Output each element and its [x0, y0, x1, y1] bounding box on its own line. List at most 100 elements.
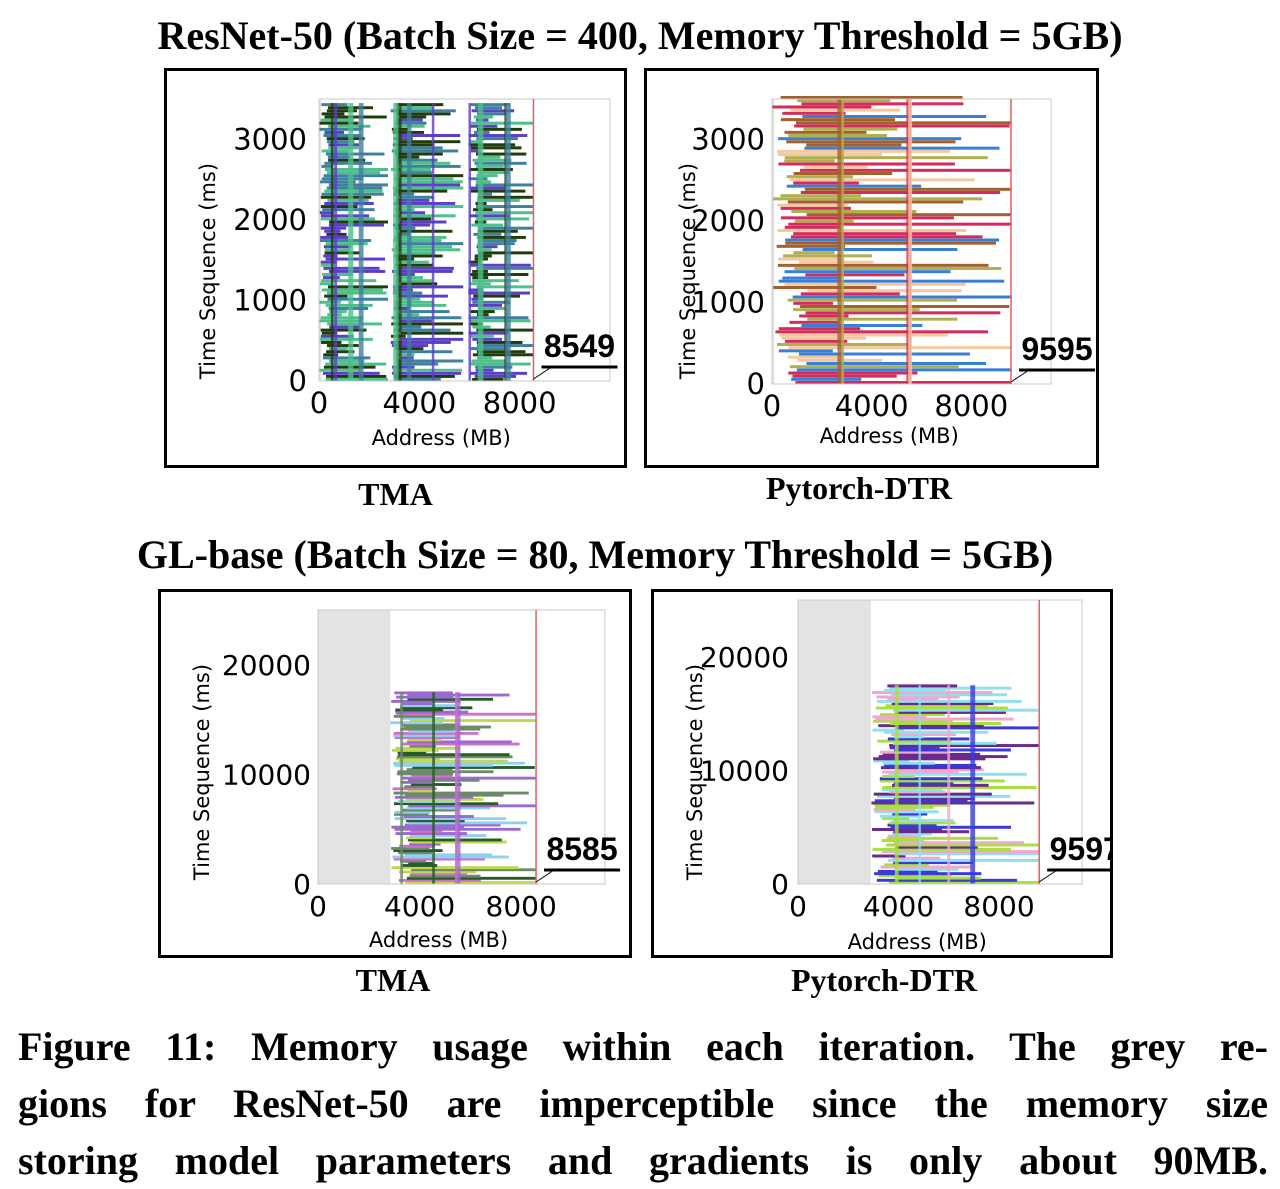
memory-block [393, 857, 486, 861]
persistent-block [407, 103, 412, 382]
memory-block [405, 881, 537, 884]
memory-block [320, 180, 356, 184]
persistent-block [400, 692, 404, 884]
memory-block [393, 802, 499, 806]
memory-block [394, 691, 453, 695]
memory-block [471, 359, 506, 363]
memory-block [477, 192, 492, 196]
memory-block [878, 755, 1008, 759]
memory-block [893, 797, 975, 801]
x-axis-label: Address (MB) [820, 424, 959, 448]
memory-block [322, 356, 371, 360]
memory-block [400, 164, 461, 168]
memory-block [777, 153, 883, 156]
memory-block [393, 137, 413, 141]
memory-block [320, 118, 354, 122]
memory-block [397, 232, 411, 236]
memory-block [872, 854, 906, 858]
memory-block [320, 239, 372, 243]
memory-block [807, 289, 962, 293]
memory-block [477, 242, 515, 246]
memory-block [401, 282, 438, 286]
persistent-block [393, 103, 399, 382]
memory-block [879, 779, 1005, 783]
memory-block [326, 186, 383, 190]
memory-block [326, 137, 365, 141]
memory-block [473, 294, 521, 298]
memory-block [886, 843, 1040, 847]
memory-block [893, 861, 974, 865]
memory-block [396, 161, 451, 165]
memory-block [891, 819, 954, 823]
memory-block [401, 864, 438, 867]
memory-block [889, 686, 1012, 690]
memory-block [324, 115, 387, 119]
memory-block [319, 319, 362, 323]
memory-block [391, 866, 519, 870]
memory-block [327, 155, 351, 159]
memory-block [476, 137, 518, 141]
memory-block [394, 763, 493, 767]
y-tick-label: 20000 [222, 649, 311, 682]
grey-region [318, 610, 391, 884]
memory-block [406, 806, 491, 810]
memory-block [882, 752, 981, 756]
caption-line: storing model parameters and gradients i… [18, 1138, 1268, 1183]
panel-label-resnet-tma: TMA [358, 476, 433, 512]
memory-block [320, 260, 337, 264]
memory-block [402, 808, 458, 812]
memory-block [798, 260, 874, 264]
peak-label: 8585 [546, 831, 617, 867]
memory-block [872, 719, 953, 723]
memory-block [777, 203, 848, 207]
memory-block [472, 353, 534, 357]
memory-block [477, 248, 492, 252]
memory-block [395, 832, 467, 835]
memory-block [894, 867, 959, 871]
memory-block [319, 337, 373, 341]
chart-svg-resnet-tma: 8549 0 1000 2000 3000 0 4000 8000 Address (MB) Ti… [196, 98, 618, 450]
x-axis-label: Address (MB) [848, 930, 987, 954]
memory-block [888, 834, 922, 838]
memory-block [476, 127, 522, 131]
memory-block [873, 759, 910, 763]
memory-block [790, 108, 901, 112]
memory-block [328, 143, 360, 147]
memory-block [788, 371, 918, 375]
memory-block [806, 143, 902, 147]
memory-block [396, 198, 430, 202]
grey-region [798, 600, 871, 884]
memory-block [400, 704, 458, 708]
memory-block [394, 306, 410, 310]
memory-block [324, 168, 388, 171]
memory-block [393, 374, 455, 378]
memory-block [398, 870, 477, 874]
memory-block [881, 788, 943, 792]
memory-block [787, 200, 964, 204]
memory-block [877, 739, 952, 743]
x-tick-label: 0 [789, 890, 807, 923]
memory-blocks [319, 103, 534, 382]
memory-block [400, 195, 434, 199]
memory-block [772, 105, 872, 109]
persistent-block [432, 692, 435, 884]
memory-block [392, 787, 437, 791]
memory-block [889, 721, 1002, 725]
memory-block [320, 328, 367, 332]
memory-block [320, 217, 376, 221]
y-tick-label: 10000 [222, 758, 311, 791]
memory-block [778, 327, 861, 331]
persistent-block [477, 103, 484, 382]
memory-block [391, 365, 415, 369]
grey-region [772, 99, 775, 384]
y-tick-label: 0 [289, 364, 307, 398]
persistent-block [970, 685, 976, 884]
memory-block [477, 171, 509, 175]
memory-block [327, 198, 369, 202]
y-tick-label: 10000 [700, 754, 789, 787]
memory-block [325, 242, 368, 246]
memory-block [773, 197, 983, 201]
memory-block [891, 783, 989, 787]
memory-blocks [772, 96, 1012, 384]
